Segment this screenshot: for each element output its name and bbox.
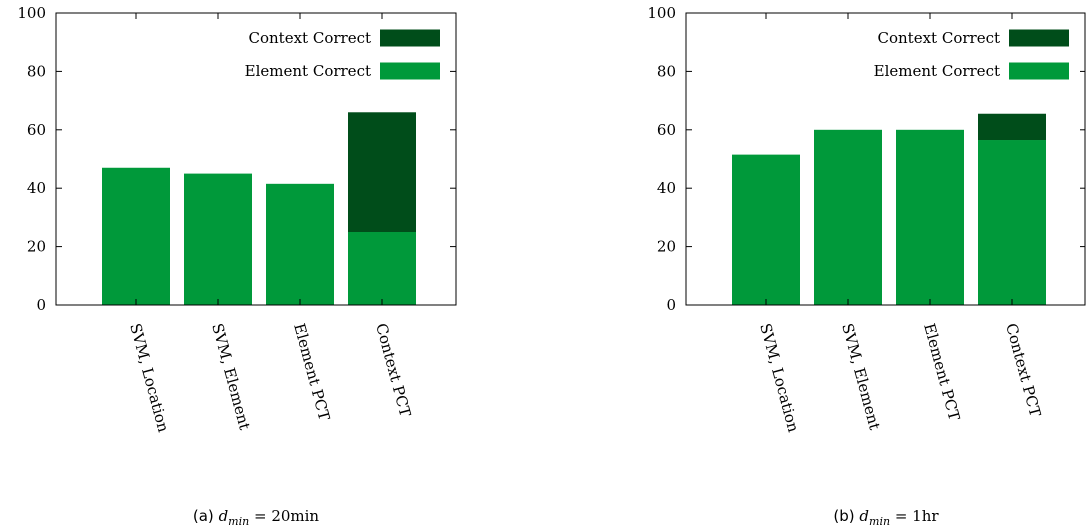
bar-element-correct-3 [266, 183, 334, 305]
plot-frame [55, 12, 457, 306]
y-tick-label: 0 [36, 296, 46, 314]
y-tick-label: 80 [27, 62, 46, 80]
chart-caption: (a) dmin = 20min [193, 507, 320, 528]
legend-label: Context Correct [878, 29, 1000, 47]
legend-swatch [1009, 62, 1069, 80]
bar-element-correct-2 [184, 173, 252, 305]
x-tick-label: SVM, Element [208, 321, 254, 431]
y-tick-label: 80 [657, 62, 676, 80]
x-tick-label: Element PCT [920, 321, 963, 422]
bar-element-correct-1 [102, 167, 170, 305]
y-tick-label: 20 [657, 238, 676, 256]
y-tick-label: 60 [657, 121, 676, 139]
y-tick-label: 20 [27, 238, 46, 256]
chart-caption: (b) dmin = 1hr [833, 507, 939, 528]
legend-swatch [1009, 29, 1069, 47]
legend-swatch [380, 62, 440, 80]
y-tick-label: 60 [27, 121, 46, 139]
y-tick-label: 100 [647, 4, 676, 22]
y-tick-label: 100 [17, 4, 46, 22]
plot-frame [685, 12, 1086, 306]
chart-panel-2: 0 20 40 60 80 100 SVM, Location SVM, Element Ele… [647, 4, 1086, 528]
x-tick-label: SVM, Location [756, 321, 802, 434]
x-tick-label: Context PCT [1002, 321, 1044, 418]
x-tick-label: Element PCT [290, 321, 333, 422]
bar-element-correct-2 [814, 129, 882, 305]
legend-swatch [380, 29, 440, 47]
y-tick-label: 40 [657, 179, 676, 197]
legend-label: Element Correct [245, 62, 371, 80]
bar-element-correct-4 [348, 232, 416, 305]
bar-element-correct-1 [732, 154, 800, 305]
legend-label: Context Correct [249, 29, 371, 47]
bar-context-correct-4 [348, 112, 416, 232]
y-tick-label: 0 [666, 296, 676, 314]
x-tick-label: Context PCT [372, 321, 414, 418]
bar-element-correct-4 [978, 140, 1046, 305]
x-tick-label: SVM, Element [838, 321, 884, 431]
legend-label: Element Correct [874, 62, 1000, 80]
chart-panel-1: 0 20 40 60 80 100 SVM, Location SVM, Element Ele… [17, 4, 457, 528]
bar-element-correct-3 [896, 129, 964, 305]
x-tick-label: SVM, Location [126, 321, 172, 434]
bar-context-correct-4 [978, 113, 1046, 141]
y-tick-label: 40 [27, 179, 46, 197]
